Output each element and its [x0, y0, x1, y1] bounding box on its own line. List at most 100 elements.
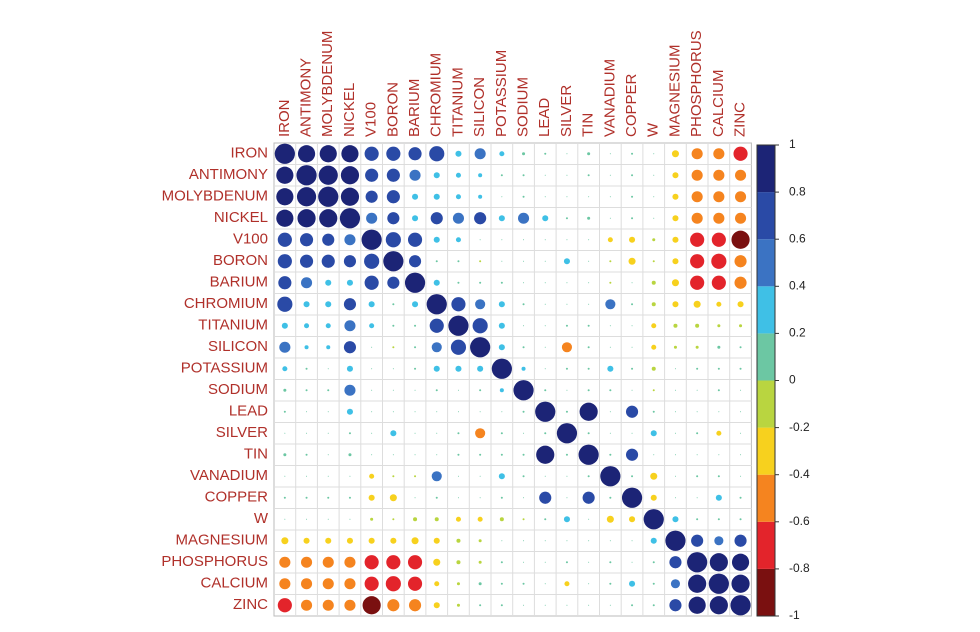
correlation-circle — [734, 276, 747, 289]
correlation-circle — [578, 444, 599, 465]
correlation-circle — [588, 260, 590, 262]
correlation-circle — [734, 191, 747, 203]
correlation-circle — [501, 196, 503, 198]
correlation-circle — [392, 389, 394, 391]
correlation-circle — [303, 301, 310, 308]
column-label: PHOSPHORUS — [688, 30, 705, 137]
column-label: ZINC — [732, 102, 749, 137]
correlation-circle — [609, 561, 612, 564]
row-label: ANTIMONY — [189, 166, 268, 183]
correlation-circle — [279, 556, 291, 568]
correlation-circle — [455, 365, 462, 372]
correlation-circle — [716, 301, 722, 307]
correlation-circle — [669, 599, 682, 612]
correlation-circle — [587, 174, 590, 177]
correlation-circle — [325, 279, 332, 286]
correlation-circle — [564, 581, 570, 587]
correlation-circle — [414, 367, 417, 370]
colorbar-tick-label: 0 — [789, 373, 796, 387]
correlation-circle — [739, 367, 742, 370]
correlation-circle — [434, 581, 440, 587]
correlation-circle — [284, 475, 286, 477]
correlation-circle — [718, 411, 720, 413]
correlation-circle — [429, 146, 445, 162]
correlation-circle — [556, 423, 578, 444]
column-label: BORON — [384, 82, 401, 137]
correlation-circle — [319, 209, 338, 228]
correlation-circle — [392, 346, 395, 349]
correlation-circle — [631, 475, 634, 478]
correlation-circle — [523, 260, 525, 262]
correlation-circle — [711, 232, 726, 247]
correlation-circle — [478, 560, 482, 564]
correlation-circle — [500, 582, 503, 585]
correlation-circle — [708, 573, 729, 594]
correlation-circle — [631, 217, 634, 220]
correlation-circle — [609, 411, 611, 413]
correlation-circle — [523, 561, 525, 563]
correlation-circle — [322, 578, 334, 590]
correlation-circle — [390, 430, 397, 437]
correlation-circle — [672, 193, 679, 200]
correlation-circle — [734, 212, 747, 224]
correlation-circle — [731, 574, 750, 593]
correlation-circle — [696, 432, 699, 435]
correlation-circle — [621, 487, 643, 508]
correlation-circle — [479, 453, 482, 456]
correlation-circle — [276, 166, 294, 184]
row-label: SILICON — [208, 338, 268, 355]
colorbar-tick-label: -0.8 — [789, 561, 810, 575]
row-label: CHROMIUM — [184, 295, 268, 312]
correlation-circle — [303, 537, 310, 544]
correlation-circle — [522, 518, 525, 521]
correlation-circle — [609, 153, 611, 155]
correlation-circle — [717, 475, 720, 478]
colorbar-segment — [757, 380, 775, 428]
colorbar-tick-label: 0.6 — [789, 231, 806, 245]
correlation-circle — [672, 172, 679, 179]
correlation-circle — [479, 475, 481, 477]
correlation-circle — [455, 194, 461, 200]
correlation-circle — [696, 389, 698, 391]
correlation-circle — [669, 556, 682, 569]
correlation-circle — [566, 239, 568, 241]
column-label: VANADIUM — [601, 59, 618, 137]
correlation-circle — [672, 258, 679, 265]
correlation-circle — [344, 578, 356, 590]
colorbar-tick-label: -0.4 — [789, 467, 810, 481]
correlation-circle — [414, 411, 416, 413]
row-label: COPPER — [205, 489, 269, 506]
correlation-circle — [412, 193, 419, 200]
correlation-circle — [500, 174, 503, 177]
correlation-circle — [739, 496, 742, 499]
correlation-circle — [499, 388, 504, 393]
correlation-circle — [392, 303, 395, 306]
correlation-circle — [653, 153, 655, 155]
correlation-circle — [283, 453, 287, 457]
colorbar-segment — [757, 521, 775, 569]
correlation-circle — [561, 342, 573, 353]
row-label: TITANIUM — [198, 317, 268, 334]
correlation-circle — [370, 517, 374, 521]
correlation-circle — [631, 152, 634, 155]
row-label: VANADIUM — [190, 467, 268, 484]
correlation-circle — [318, 165, 338, 185]
correlation-circle — [544, 325, 546, 327]
correlation-circle — [609, 325, 611, 327]
correlation-circle — [282, 366, 288, 372]
correlation-circle — [479, 411, 481, 413]
correlation-circle — [327, 518, 329, 520]
colorbar-segment — [757, 145, 775, 193]
correlation-circle — [433, 236, 440, 243]
correlation-circle — [653, 454, 655, 456]
correlation-circle — [479, 389, 482, 392]
colorbar-tick-label: -0.6 — [789, 514, 810, 528]
correlation-circle — [368, 494, 375, 501]
correlation-circle — [457, 260, 460, 263]
correlation-circle — [477, 516, 483, 522]
correlation-circle — [737, 301, 744, 308]
correlation-circle — [433, 365, 440, 372]
correlation-circle — [717, 389, 720, 392]
row-label: MAGNESIUM — [175, 532, 268, 549]
